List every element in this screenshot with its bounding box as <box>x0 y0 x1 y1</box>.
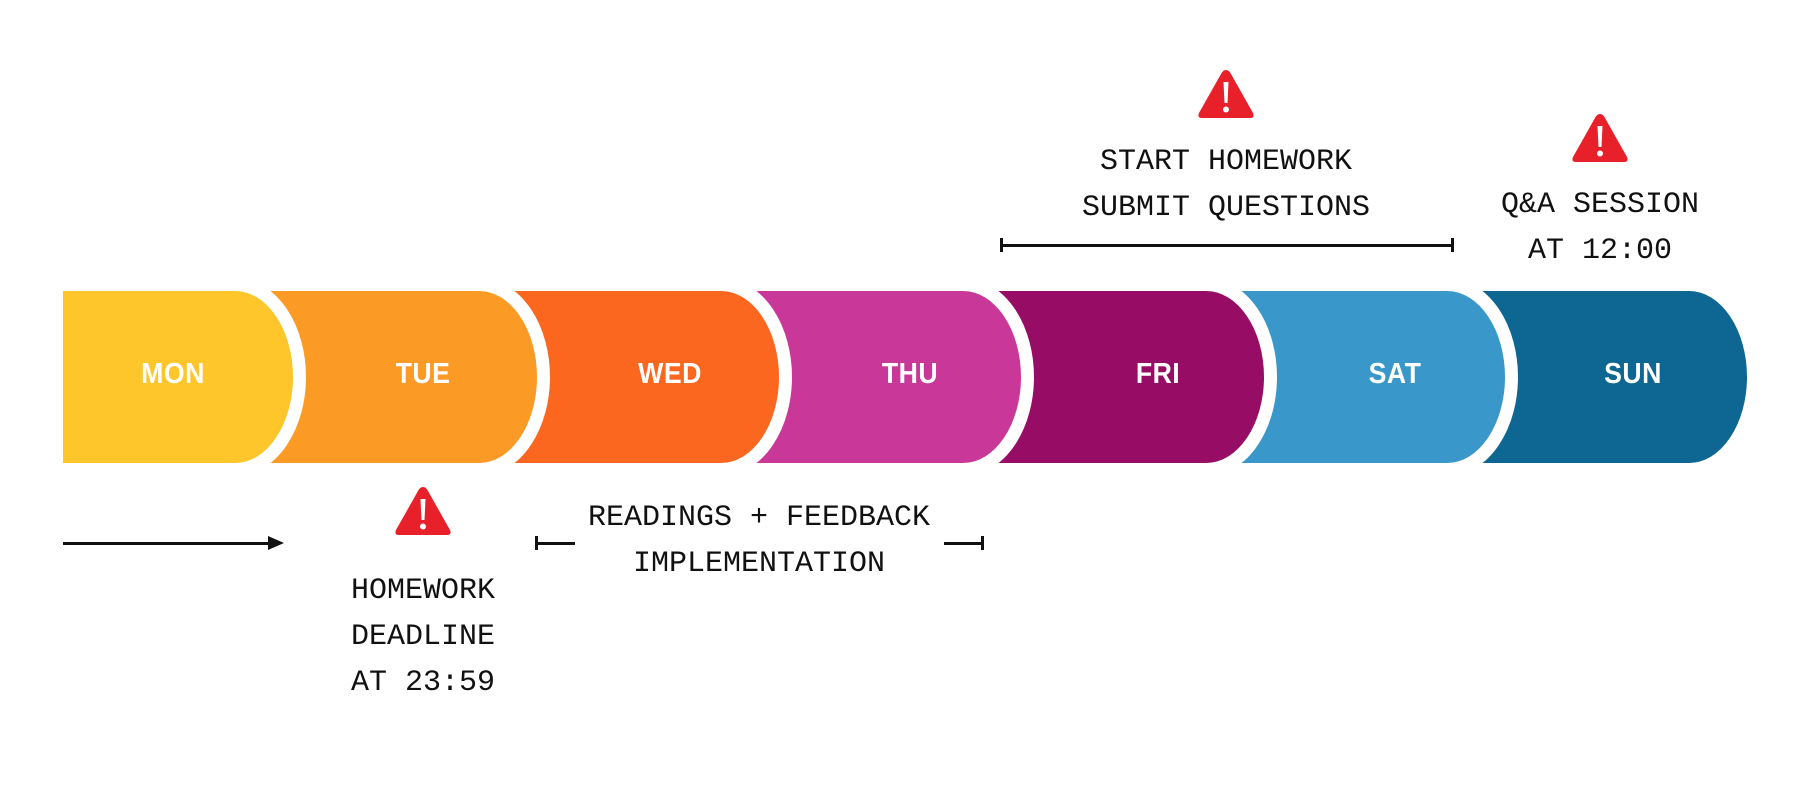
bracket-line-right <box>944 542 984 545</box>
day-shape-thu <box>698 278 1034 476</box>
bracket-line <box>1000 244 1453 247</box>
start-homework-note: START HOMEWORK SUBMIT QUESTIONS <box>976 139 1476 231</box>
note-line: Q&A SESSION <box>1500 188 1700 222</box>
day-label-fri: FRI <box>1135 358 1181 390</box>
day-label-mon: MON <box>141 358 205 390</box>
note-line: START HOMEWORK <box>1099 145 1353 179</box>
bracket-end <box>1451 238 1454 252</box>
bracket-line-left <box>535 542 575 545</box>
day-label-sat: SAT <box>1368 358 1422 390</box>
warning-icon <box>1572 114 1628 162</box>
note-line: AT 23:59 <box>350 666 496 700</box>
readings-feedback-note: READINGS + FEEDBACK IMPLEMENTATION <box>509 495 1009 587</box>
day-label-sun: SUN <box>1604 358 1662 390</box>
day-shape-sun <box>1437 291 1747 463</box>
day-shape-wed <box>456 278 792 476</box>
day-shape-mon <box>50 278 306 476</box>
mask-bottom <box>0 463 1804 483</box>
monday-arrow-line <box>63 542 273 545</box>
warning-icon <box>395 487 451 535</box>
mask-top <box>0 271 1804 291</box>
day-shape-sat <box>1183 278 1518 476</box>
homework-deadline-note: HOMEWORK DEADLINE AT 23:59 <box>173 568 673 706</box>
qa-session-note: Q&A SESSION AT 12:00 <box>1350 182 1804 274</box>
note-line: DEADLINE <box>350 620 496 654</box>
note-line: READINGS + FEEDBACK <box>587 501 931 535</box>
bracket-end <box>981 536 984 550</box>
day-label-tue: TUE <box>395 358 451 390</box>
note-line: IMPLEMENTATION <box>632 547 886 581</box>
note-line: HOMEWORK <box>350 574 496 608</box>
day-label-wed: WED <box>638 358 702 390</box>
note-line: SUBMIT QUESTIONS <box>1081 191 1371 225</box>
note-line: AT 12:00 <box>1527 234 1673 268</box>
warning-icon <box>1198 70 1254 118</box>
day-shape-tue <box>212 278 550 476</box>
day-label-thu: THU <box>881 358 939 390</box>
arrow-head-icon <box>268 536 284 550</box>
day-shape-fri <box>940 278 1277 476</box>
